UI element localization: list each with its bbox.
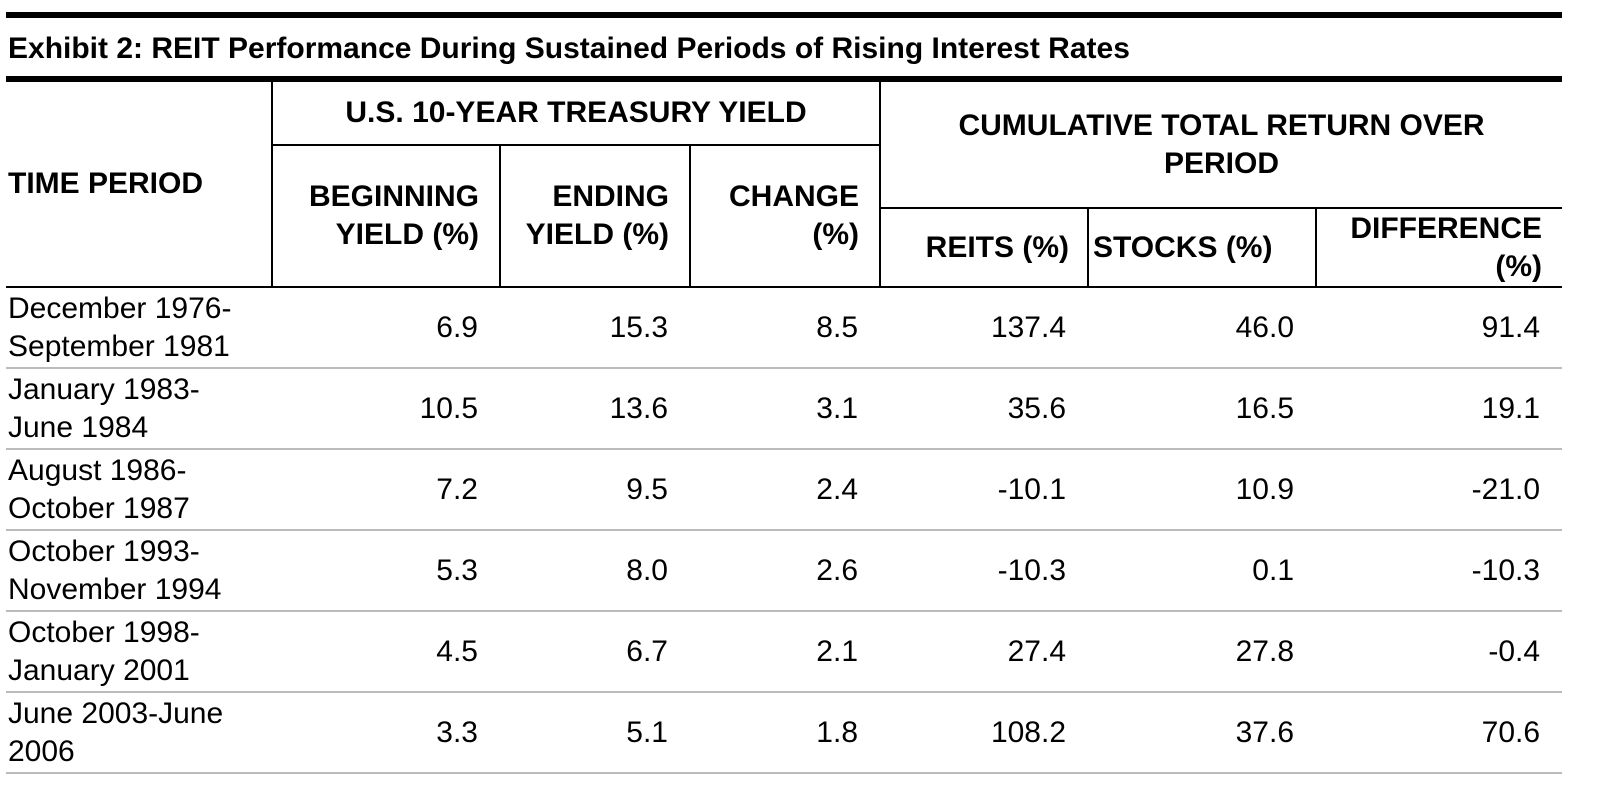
value-cell: 70.6 — [1316, 692, 1563, 774]
value-cell: 15.3 — [500, 287, 690, 369]
value-cell: 35.6 — [880, 368, 1089, 450]
value-cell: 19.1 — [1316, 368, 1563, 450]
header-cell: TIME PERIOD — [6, 82, 272, 288]
table-row: December 1976-September 1981 6.9 15.3 8.5 13… — [6, 287, 1563, 369]
value-cell: 10.9 — [1088, 449, 1317, 531]
time-period: December 1976-September 1981 — [6, 287, 272, 369]
value-cell: 0.1 — [1088, 530, 1317, 612]
group-header: U.S. 10-YEAR TREASURY YIELD — [270, 82, 881, 146]
time-period: October 1998-January 2001 — [6, 611, 272, 693]
value-cell: 6.9 — [272, 287, 500, 369]
header-cell: BEGINNING YIELD (%) — [271, 145, 500, 288]
time-period: October 1993-November 1994 — [6, 530, 272, 612]
value-cell: -10.1 — [880, 449, 1089, 531]
title: Exhibit 2: REIT Performance During Susta… — [6, 12, 1562, 82]
header-cell: REITS (%) — [879, 208, 1089, 288]
value-cell: 2.6 — [690, 530, 881, 612]
table-row: October 1998-January 2001 4.5 6.7 2.1 27.4 27… — [6, 611, 1563, 693]
value-cell: -21.0 — [1316, 449, 1563, 531]
value-cell: 108.2 — [880, 692, 1089, 774]
value-cell: 137.4 — [880, 287, 1089, 369]
table-row: October 1993-November 1994 5.3 8.0 2.6 -10.3… — [6, 530, 1563, 612]
value-cell: 46.0 — [1088, 287, 1317, 369]
value-cell: 2.4 — [690, 449, 881, 531]
value-cell: 27.4 — [880, 611, 1089, 693]
table-row: June 2003-June 2006 3.3 5.1 1.8 108.2 37.6 70.… — [6, 692, 1563, 774]
value-cell: 91.4 — [1316, 287, 1563, 369]
value-cell: -10.3 — [880, 530, 1089, 612]
table: TIME PERIOD U.S. 10-YEAR TREASURY YIELD … — [6, 82, 1563, 774]
header-cell: ENDING YIELD (%) — [499, 145, 690, 288]
value-cell: 7.2 — [272, 449, 500, 531]
value-cell: 6.7 — [500, 611, 690, 693]
header-cell: DIFFERENCE (%) — [1315, 208, 1563, 288]
table-row: August 1986-October 1987 7.2 9.5 2.4 -10.1 10… — [6, 449, 1563, 531]
value-cell: 27.8 — [1088, 611, 1317, 693]
value-cell: 13.6 — [500, 368, 690, 450]
exhibit: Exhibit 2: REIT Performance During Susta… — [6, 12, 1563, 774]
value-cell: -0.4 — [1316, 611, 1563, 693]
time-period: August 1986-October 1987 — [6, 449, 272, 531]
value-cell: 16.5 — [1088, 368, 1317, 450]
value-cell: -10.3 — [1316, 530, 1563, 612]
value-cell: 4.5 — [272, 611, 500, 693]
table-body: December 1976-September 1981 6.9 15.3 8.5 13… — [6, 287, 1563, 774]
table-row: January 1983-June 1984 10.5 13.6 3.1 35.6 16.… — [6, 368, 1563, 450]
value-cell: 37.6 — [1088, 692, 1317, 774]
value-cell: 10.5 — [272, 368, 500, 450]
group-header: CUMULATIVE TOTAL RETURN OVER PERIOD — [879, 82, 1563, 209]
value-cell: 8.0 — [500, 530, 690, 612]
value-cell: 5.3 — [272, 530, 500, 612]
header-cell: STOCKS (%) — [1087, 208, 1317, 288]
value-cell: 2.1 — [690, 611, 881, 693]
value-cell: 3.3 — [272, 692, 500, 774]
value-cell: 1.8 — [690, 692, 881, 774]
header-cell: CHANGE (%) — [688, 145, 881, 288]
value-cell: 5.1 — [500, 692, 690, 774]
time-period: June 2003-June 2006 — [6, 692, 272, 774]
value-cell: 8.5 — [690, 287, 881, 369]
time-period: January 1983-June 1984 — [6, 368, 272, 450]
value-cell: 9.5 — [500, 449, 690, 531]
value-cell: 3.1 — [690, 368, 881, 450]
